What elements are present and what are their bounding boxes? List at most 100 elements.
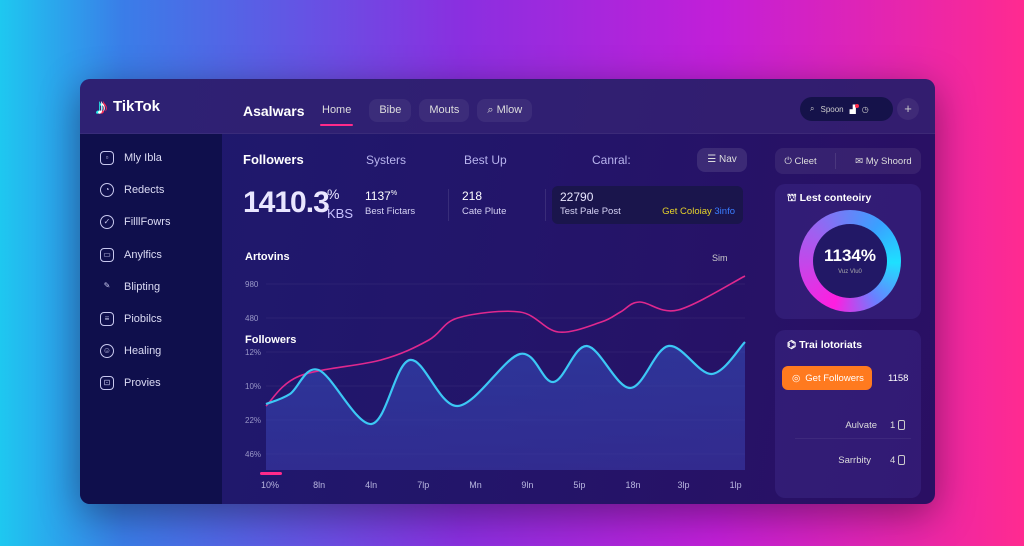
donut-chart: 1134% Vuz Vlu0 [799, 210, 901, 312]
sidebar-item-label: Blipting [124, 280, 161, 293]
tab-label: Mlow [496, 104, 523, 116]
power-icon: ⏻ [784, 155, 795, 167]
chart-title: Artovins [245, 251, 290, 263]
notification-icon[interactable]: ▟ [850, 103, 859, 114]
nav-button[interactable]: ☰ Nav [697, 148, 747, 172]
followers-count: 1158 [888, 373, 909, 384]
x-tick-label: 10% [261, 480, 279, 490]
stat-suffix: % [390, 190, 398, 197]
coin-icon: ◎ [792, 372, 801, 384]
scroll-indicator[interactable] [260, 472, 282, 475]
button-label: Cleet [794, 155, 817, 167]
my-shoord-button[interactable]: ✉ My Shoord [855, 156, 912, 167]
get-coloiay-link[interactable]: Get Coloiay [662, 206, 712, 217]
pen-icon: ✎ [103, 280, 111, 290]
sidebar-item-label: Anylfics [124, 248, 162, 261]
tab-mlow[interactable]: ⌕ Mlow [477, 99, 533, 122]
subtab-best-up[interactable]: Best Up [464, 153, 507, 167]
divider [835, 153, 837, 169]
sidebar-item-label: Piobilcs [124, 313, 162, 326]
get-followers-button[interactable]: ◎ Get Followers [782, 366, 872, 390]
sidebar-item-label: Redects [124, 184, 165, 197]
x-tick-label: 7lp [417, 480, 429, 490]
divider [448, 189, 449, 221]
big-metric-unit: % [327, 186, 339, 202]
tab-bibe[interactable]: Bibe [369, 99, 412, 122]
tiktok-logo-icon: ♪ [96, 93, 107, 119]
dashboard-window: ♪ TikTok Asalwars Home Bibe Mouts ⌕ Mlow… [80, 79, 935, 504]
pink-series-line [265, 275, 746, 407]
clock-icon: ◔ [100, 183, 114, 198]
trial-card: ⌬ Trai lotoriats ◎ Get Followers 1158 Aul… [775, 330, 921, 498]
search-pill[interactable]: ⌕ Spoon ▟ ◷ [800, 97, 893, 121]
subtab-systers[interactable]: Systers [366, 153, 407, 167]
nav-tabs: Home Bibe Mouts ⌕ Mlow [312, 99, 533, 126]
stat-label: Best Fictars [365, 206, 416, 217]
logo[interactable]: ♪ TikTok [80, 79, 222, 134]
button-label: My Shoord [865, 155, 912, 167]
x-tick-label: 5ip [573, 480, 585, 490]
x-tick-label: 3lp [678, 480, 690, 490]
x-tick-label: 4ln [365, 480, 377, 490]
divider [545, 189, 546, 221]
right-actions: ⏻ Cleet ✉ My Shoord [775, 148, 921, 174]
app-name: TikTok [113, 98, 160, 115]
sidebar-item-followers[interactable]: ✓ FilllFowrs [80, 206, 222, 238]
smile-icon: ☺ [100, 344, 114, 359]
sidebar-item-provies[interactable]: ⊡ Provies [80, 367, 222, 399]
clipboard-icon: ▫ [100, 151, 114, 166]
main-content: Followers Systers Best Up Canral: ☰ Nav … [222, 134, 775, 504]
sidebar-item-my-ibla[interactable]: ▫ Mly Ibla [80, 142, 222, 174]
sidebar-item-redects[interactable]: ◔ Redects [80, 174, 222, 206]
top-bar: ♪ TikTok Asalwars Home Bibe Mouts ⌕ Mlow… [80, 79, 935, 134]
highlight-card: 22790 Test Pale Post Get Coloiay 3info [552, 186, 743, 224]
row-value[interactable]: 4 [890, 455, 906, 466]
range-label[interactable]: Sim [712, 253, 728, 263]
sidebar-item-label: FilllFowrs [124, 216, 171, 229]
x-tick-label: Mn [469, 480, 482, 490]
x-tick-label: 9ln [521, 480, 533, 490]
stat-value: 218 [462, 189, 483, 203]
value: 1 [890, 420, 896, 431]
big-metric-subunit: KBS [327, 206, 354, 221]
cleet-button[interactable]: ⏻ Cleet [784, 156, 816, 167]
value: 4 [890, 455, 896, 466]
add-button[interactable]: + [897, 98, 919, 120]
category-icon: ⛫ [787, 192, 800, 204]
profile-icon: ⊡ [100, 376, 114, 391]
toggle-icon [898, 420, 906, 431]
x-tick-label: 18n [625, 480, 640, 490]
divider [795, 438, 911, 439]
y-tick-label: 480 [245, 314, 259, 323]
sidebar-item-label: Healing [124, 345, 162, 358]
row-label: Aulvate [845, 420, 877, 431]
row-value[interactable]: 1 [890, 420, 906, 431]
search-icon: ⌕ [810, 104, 815, 113]
stat-best-fictars: 1137% Best Fictars [365, 189, 415, 217]
sidebar-item-blipting[interactable]: ✎ Blipting [80, 271, 222, 303]
sidebar-item-healing[interactable]: ☺ Healing [80, 335, 222, 367]
sidebar-item-analytics[interactable]: ▭ Anylfics [80, 239, 222, 271]
sidebar-item-label: Provies [124, 377, 161, 390]
cyan-series-line [265, 341, 746, 426]
right-panel: ⏻ Cleet ✉ My Shoord ⛫ Lest conteoiry 113… [775, 134, 935, 504]
y-tick-label: 980 [245, 280, 259, 289]
y-tick-label: 46% [245, 450, 261, 459]
donut-card: ⛫ Lest conteoiry 1134% Vuz Vlu0 [775, 184, 921, 319]
y-tick-label: 22% [245, 416, 261, 425]
row-label: Sarrbity [838, 455, 871, 466]
subtab-canral[interactable]: Canral: [592, 153, 631, 167]
search-icon: ⌕ [487, 104, 497, 116]
sidebar-item-label: Mly Ibla [124, 152, 162, 165]
subtab-followers[interactable]: Followers [243, 152, 304, 167]
sidebar-item-piobilcs[interactable]: ≡ Piobilcs [80, 303, 222, 335]
cyan-area [266, 342, 745, 470]
nav-label: Nav [718, 154, 737, 165]
clock-icon[interactable]: ◷ [861, 104, 869, 114]
tab-mouts[interactable]: Mouts [419, 99, 470, 122]
tag-icon: ⌬ [787, 339, 800, 351]
tab-home[interactable]: Home [312, 99, 361, 126]
big-metric-value: 1410.3 [243, 186, 330, 219]
button-label: Get Followers [805, 372, 864, 384]
info-link[interactable]: 3info [714, 206, 735, 217]
